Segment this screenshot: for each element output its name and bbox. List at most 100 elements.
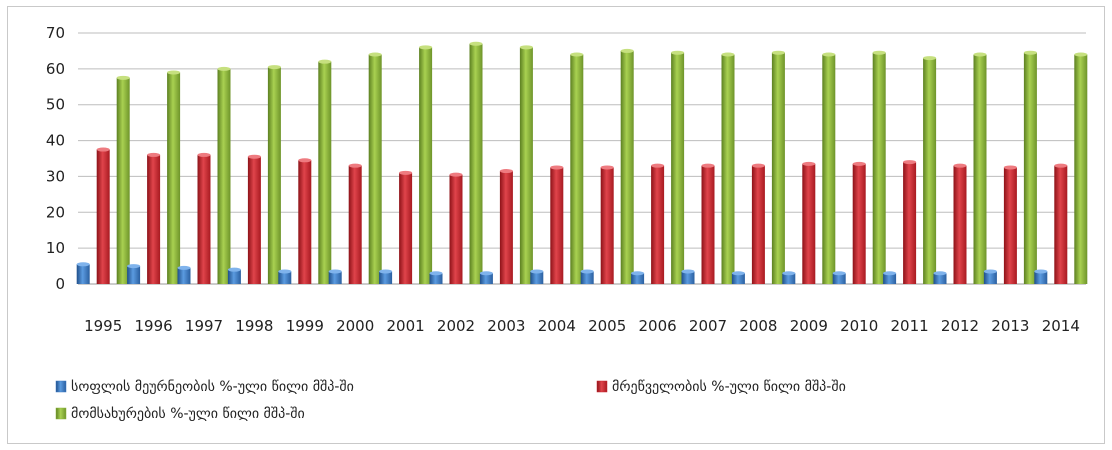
bar-agriculture <box>227 269 241 284</box>
bar-top <box>872 50 886 55</box>
bar-top <box>822 52 836 57</box>
bar-agriculture <box>983 271 997 284</box>
bar-top <box>923 56 937 61</box>
bar-top <box>429 271 443 276</box>
bar-top <box>701 163 715 168</box>
x-tick-label: 2004 <box>538 317 576 335</box>
bar-industry <box>751 165 765 284</box>
bar-top <box>530 269 544 274</box>
bar-top <box>479 271 493 276</box>
bar-top <box>318 59 332 64</box>
bar-industry <box>903 162 917 284</box>
bar-industry <box>399 172 413 284</box>
bar-top <box>802 161 816 166</box>
bar-services <box>721 54 735 285</box>
bar-top <box>1034 269 1048 274</box>
y-tick-label: 50 <box>46 96 65 114</box>
bar-agriculture <box>177 267 191 284</box>
x-tick-label: 2002 <box>437 317 475 335</box>
bar-agriculture <box>731 273 745 284</box>
bar-top <box>278 269 292 274</box>
bar-top <box>348 163 362 168</box>
x-tick-label: 2013 <box>991 317 1029 335</box>
bar-top <box>177 265 191 270</box>
bar-industry <box>348 165 362 284</box>
bar-top <box>832 271 846 276</box>
bar-services <box>519 47 533 284</box>
bar-industry <box>147 154 161 284</box>
bar-industry <box>247 156 261 284</box>
bar-top <box>1054 163 1068 168</box>
bar-chart: 0 10 20 30 40 50 60 70 1995 1996 1997 1998 1999 2000… <box>46 24 1088 422</box>
bar-services <box>167 72 181 284</box>
legend-label: მრეწველობის %-ული წილი მშპ-ში <box>612 378 846 395</box>
x-tick-label: 2008 <box>739 317 777 335</box>
bar-services <box>1074 54 1088 285</box>
y-tick-label: 70 <box>46 24 65 42</box>
x-tick-label: 2012 <box>941 317 979 335</box>
bar-agriculture <box>278 271 292 284</box>
bar-top <box>419 45 433 50</box>
bar-services <box>368 54 382 285</box>
bar-top <box>782 271 796 276</box>
bar-agriculture <box>883 273 897 284</box>
bar-agriculture <box>328 271 342 284</box>
bar-top <box>379 269 393 274</box>
bar-top <box>570 52 584 57</box>
bar-top <box>197 152 211 157</box>
bar-industry <box>449 174 463 284</box>
bar-agriculture <box>127 266 141 284</box>
bar-agriculture <box>379 271 393 284</box>
y-tick-label: 0 <box>55 275 65 293</box>
x-tick-label: 2001 <box>387 317 425 335</box>
bar-top <box>399 170 413 175</box>
legend-swatch <box>55 380 67 393</box>
bar-industry <box>600 167 614 284</box>
bar-top <box>580 269 594 274</box>
bar-top <box>983 269 997 274</box>
bar-top <box>620 48 634 53</box>
x-tick-label: 2009 <box>790 317 828 335</box>
bar-top <box>499 169 513 174</box>
bar-industry <box>651 165 665 284</box>
bar-services <box>419 47 433 284</box>
legend-label: მომსახურების %-ული წილი მშპ-ში <box>71 405 305 422</box>
bar-top <box>217 66 231 71</box>
bar-top <box>771 50 785 55</box>
bar-top <box>550 165 564 170</box>
bar-services <box>116 77 130 284</box>
bar-top <box>903 160 917 165</box>
bar-top <box>721 52 735 57</box>
y-tick-label: 60 <box>46 60 65 78</box>
y-tick-label: 30 <box>46 167 65 185</box>
bar-top <box>167 70 181 75</box>
bar-services <box>973 54 987 285</box>
bar-services <box>1023 52 1037 284</box>
bar-top <box>449 172 463 177</box>
x-axis: 1995 1996 1997 1998 1999 2000 2001 2002 2003 2004… <box>84 317 1080 335</box>
bar-top <box>1023 50 1037 55</box>
bar-top <box>651 163 665 168</box>
bar-top <box>1074 52 1088 57</box>
bar-top <box>519 45 533 50</box>
bar-industry <box>852 163 866 284</box>
bar-agriculture <box>429 273 443 284</box>
y-tick-label: 40 <box>46 132 65 150</box>
bar-services <box>620 50 634 284</box>
bar-top <box>247 154 261 159</box>
bar-services <box>469 43 483 284</box>
bar-agriculture <box>76 264 90 284</box>
bar-top <box>267 65 281 70</box>
bar-industry <box>499 171 513 284</box>
bar-top <box>953 163 967 168</box>
legend-swatch <box>596 380 608 393</box>
bar-top <box>671 50 685 55</box>
bar-top <box>469 41 483 46</box>
bar-top <box>852 161 866 166</box>
bars <box>76 41 1088 285</box>
x-tick-label: 2000 <box>336 317 374 335</box>
bar-top <box>127 264 141 269</box>
x-tick-label: 2003 <box>487 317 525 335</box>
bar-industry <box>298 160 312 284</box>
y-tick-label: 20 <box>46 203 65 221</box>
